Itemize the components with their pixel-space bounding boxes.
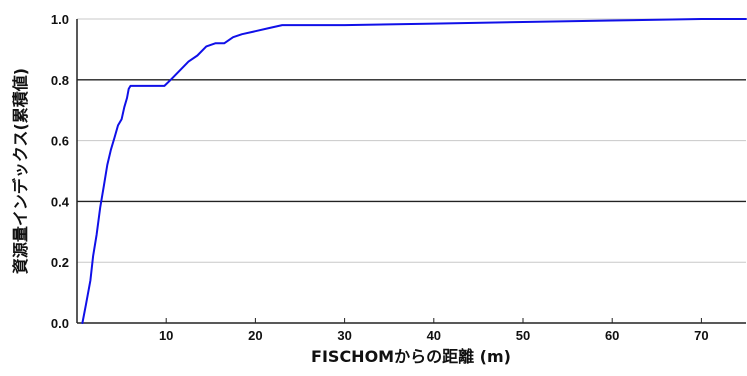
x-tick-label-6: 70: [694, 328, 708, 343]
x-tick-label-3: 40: [427, 328, 441, 343]
y-axis-label: 資源量インデックス(累積値): [11, 68, 30, 274]
x-tick-label-1: 20: [248, 328, 262, 343]
x-tick-label-2: 30: [337, 328, 351, 343]
x-tick-label-5: 60: [605, 328, 619, 343]
grid-lines: [77, 18, 746, 263]
series-line-0: [81, 18, 747, 324]
x-axis-ticks: 10 20 30 40 50 60 70: [159, 318, 709, 343]
x-axis-label: FISCHOMからの距離 (m): [311, 347, 511, 366]
axes: [76, 19, 746, 324]
y-tick-label-3: 0.6: [51, 134, 69, 149]
y-tick-label-4: 0.8: [51, 73, 69, 88]
x-tick-label-0: 10: [159, 328, 173, 343]
y-tick-label-1: 0.2: [51, 255, 69, 270]
y-tick-label-0: 0.0: [51, 316, 69, 331]
x-tick-label-4: 50: [516, 328, 530, 343]
y-tick-label-5: 1.0: [51, 12, 69, 27]
series-group: [81, 18, 747, 324]
y-tick-label-2: 0.4: [51, 194, 70, 209]
y-axis-ticks: 0.0 0.2 0.4 0.6 0.8 1.0: [51, 12, 70, 331]
